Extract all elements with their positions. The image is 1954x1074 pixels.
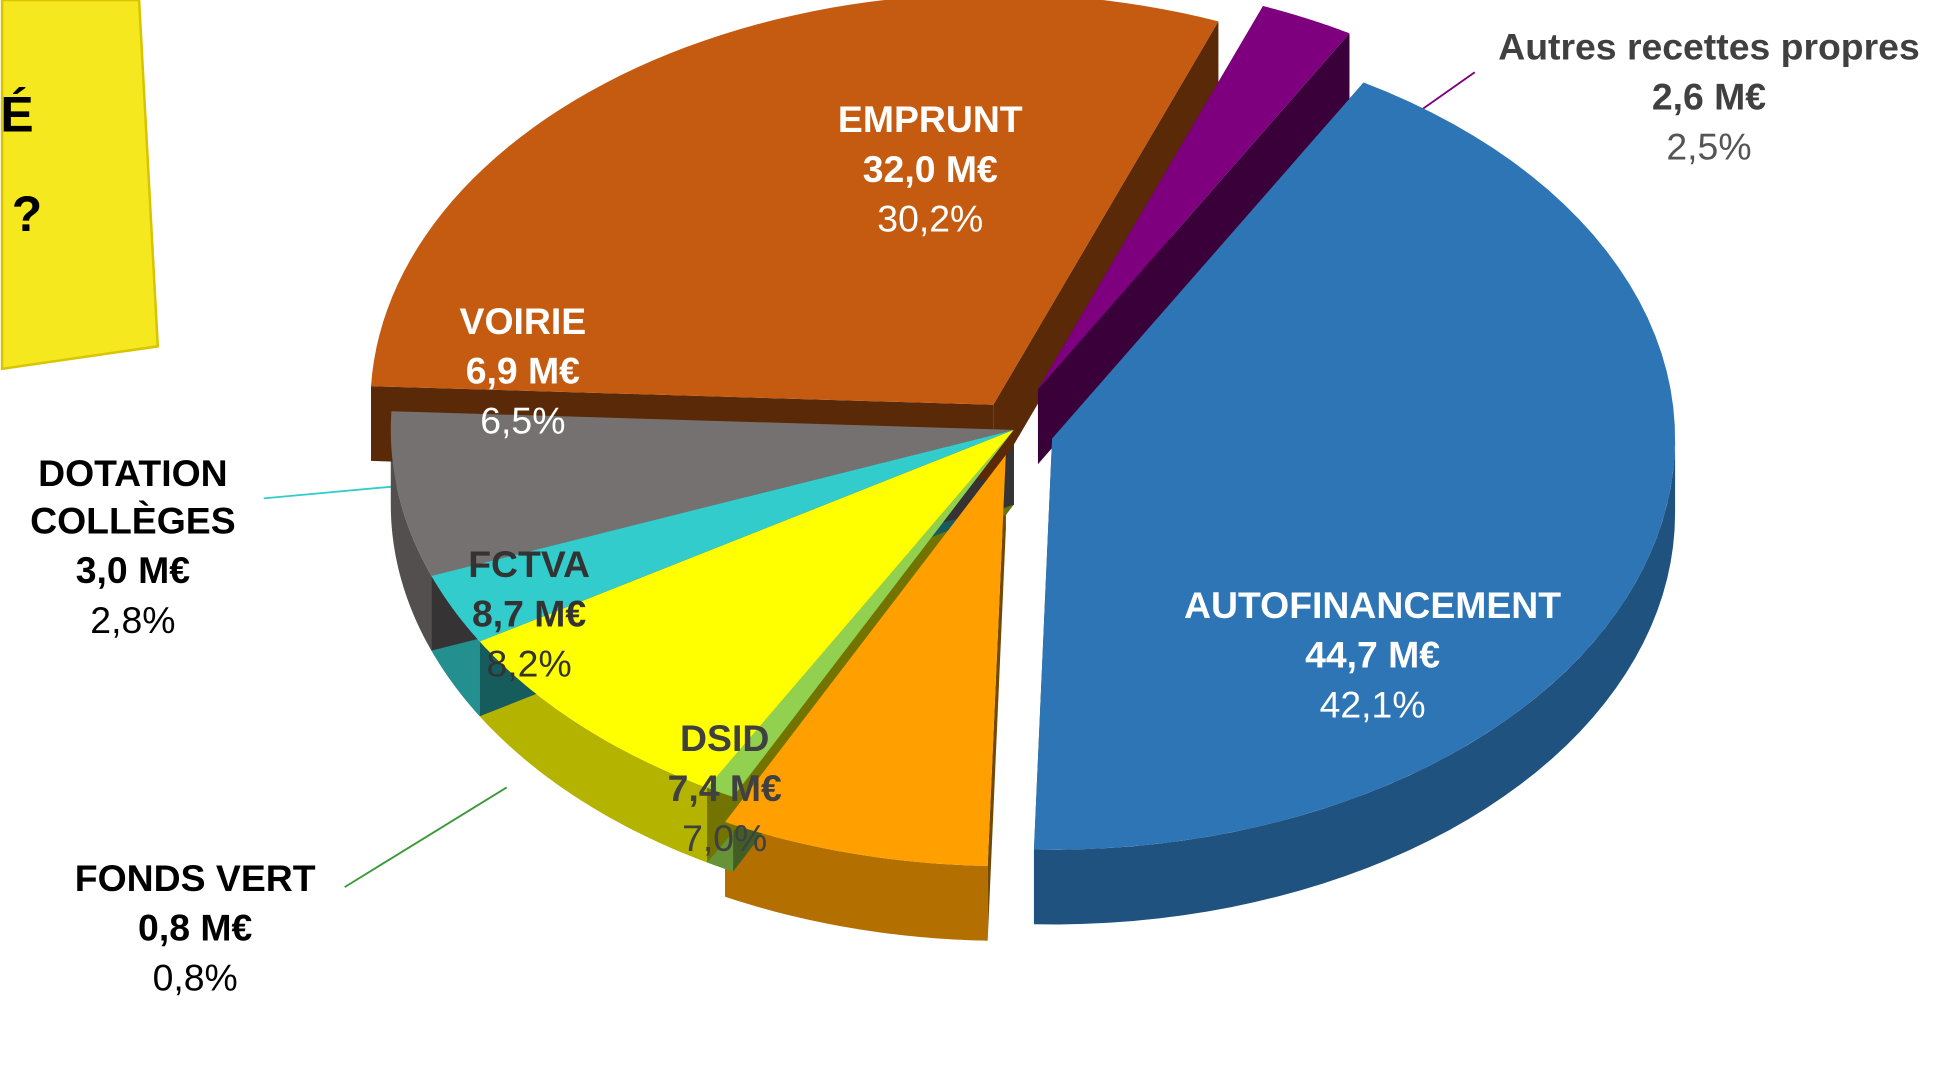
- category-label: FCTVA: [468, 543, 590, 585]
- share-label: 8,2%: [487, 642, 572, 684]
- pie-slice: [371, 0, 1219, 405]
- note-text: ?: [12, 186, 42, 242]
- slice-wall: [1037, 33, 1350, 465]
- value-label: 0,8 M€: [138, 907, 252, 949]
- category-label: AUTOFINANCEMENT: [1184, 584, 1561, 626]
- pie-slice: [1033, 82, 1676, 850]
- pie-slice: [1037, 6, 1350, 390]
- share-label: 6,5%: [480, 399, 565, 441]
- category-label: EMPRUNT: [838, 98, 1023, 140]
- pie-slice: [725, 454, 1006, 866]
- category-label: FONDS VERT: [75, 857, 316, 899]
- value-label: 32,0 M€: [863, 148, 998, 190]
- note-text: É: [0, 87, 33, 143]
- share-label: 30,2%: [877, 198, 983, 240]
- slice-side: [390, 429, 432, 651]
- pie-slice: [390, 411, 1014, 576]
- value-label: 3,0 M€: [76, 549, 190, 591]
- share-label: 2,5%: [1666, 125, 1751, 167]
- pie-slice: [707, 429, 1014, 797]
- slice-side: [479, 641, 708, 863]
- share-label: 42,1%: [1320, 684, 1426, 726]
- share-label: 2,8%: [90, 599, 175, 641]
- category-label: DOTATION COLLÈGES: [30, 452, 235, 541]
- value-label: 7,4 M€: [668, 767, 782, 809]
- share-label: 0,8%: [153, 956, 238, 998]
- sticky-note: [0, 0, 160, 371]
- value-label: 8,7 M€: [472, 593, 586, 635]
- slice-side: [1033, 438, 1676, 925]
- share-label: 7,0%: [682, 817, 767, 859]
- value-label: 6,9 M€: [466, 350, 580, 392]
- pie-slice: [431, 429, 1014, 642]
- slice-side: [725, 822, 988, 941]
- slice-wall: [987, 454, 1006, 941]
- pie-slice: [479, 429, 1014, 788]
- slice-wall: [993, 21, 1219, 480]
- leader-line: [344, 786, 508, 888]
- value-label: 44,7 M€: [1305, 634, 1440, 676]
- category-label: VOIRIE: [460, 300, 587, 342]
- category-label: DSID: [680, 717, 769, 759]
- leader-line: [263, 484, 401, 500]
- value-label: 2,6 M€: [1652, 76, 1766, 118]
- category-label: Autres recettes propres: [1498, 26, 1920, 68]
